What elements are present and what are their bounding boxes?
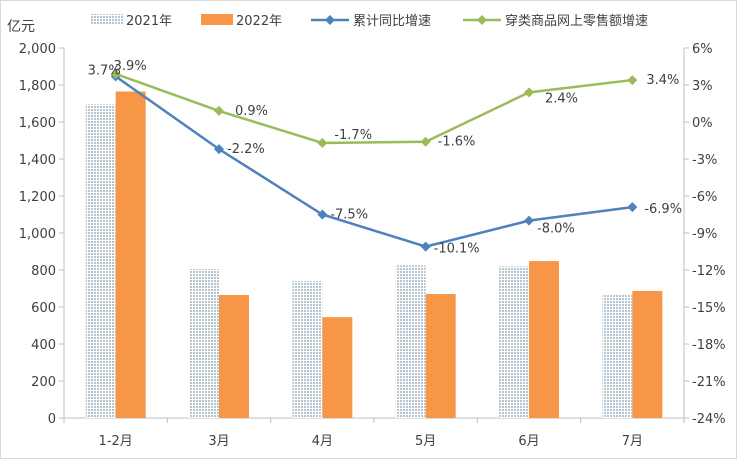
marker-累计同比增速-3月 <box>214 144 224 155</box>
y-left-tick-label: 600 <box>31 301 56 316</box>
data-label-穿类商品网上零售额增速-3月: 0.9% <box>235 104 268 119</box>
marker-穿类商品网上零售额增速-3月 <box>214 105 224 116</box>
bar-2021年-6月 <box>499 266 529 418</box>
y-right-tick-label: -6% <box>692 190 717 205</box>
x-category-label: 5月 <box>415 434 436 449</box>
x-category-label: 1-2月 <box>99 434 133 449</box>
data-label-累计同比增速-6月: -8.0% <box>537 222 575 237</box>
y-right-tick-label: 3% <box>692 79 713 94</box>
legend-swatch-2022年 <box>201 14 233 25</box>
data-label-累计同比增速-1-2月: 3.7% <box>88 63 121 78</box>
data-label-累计同比增速-4月: -7.5% <box>330 208 368 223</box>
data-label-累计同比增速-5月: -10.1% <box>434 242 480 257</box>
legend: 2021年 2022年 累计同比增速 穿类商品网上零售额增速 <box>91 13 648 29</box>
marker-累计同比增速-6月 <box>524 215 534 226</box>
y-right-tick-label: 0% <box>692 116 713 131</box>
marker-穿类商品网上零售额增速-7月 <box>627 75 638 86</box>
marker-累计同比增速-7月 <box>627 202 638 213</box>
y-left-tick-label: 1,400 <box>19 153 56 168</box>
y-left-tick-label: 200 <box>31 375 56 390</box>
legend-marker-累计同比增速 <box>325 15 335 25</box>
y-right-tick-label: 6% <box>692 42 713 57</box>
marker-穿类商品网上零售额增速-6月 <box>524 87 534 98</box>
bar-2021年-7月 <box>602 294 633 418</box>
line-累计同比增速 <box>114 75 633 248</box>
bar-2021年-3月 <box>189 269 219 418</box>
bar-2022年-6月 <box>529 261 559 418</box>
bar-2022年-4月 <box>322 317 353 418</box>
legend-marker-穿类商品网上零售额增速 <box>477 15 487 25</box>
y-left-tick-label: 1,600 <box>19 116 56 131</box>
bars <box>85 91 663 419</box>
data-label-穿类商品网上零售额增速-1-2月: 3.9% <box>114 59 147 74</box>
y-left-tick-label: 0 <box>48 412 56 427</box>
data-label-穿类商品网上零售额增速-6月: 2.4% <box>545 91 578 106</box>
y-left-tick-label: 2,000 <box>19 42 56 57</box>
legend-label-2022年: 2022年 <box>236 14 282 29</box>
y-right-tick-label: -12% <box>692 264 726 279</box>
x-category-label: 6月 <box>518 434 539 449</box>
x-category-label: 7月 <box>622 434 643 449</box>
bar-2021年-5月 <box>395 265 426 418</box>
y-right-tick-label: -9% <box>692 227 717 242</box>
x-category-label: 4月 <box>312 434 333 449</box>
bar-2022年-7月 <box>632 290 663 418</box>
data-label-穿类商品网上零售额增速-4月: -1.7% <box>334 128 372 143</box>
bar-2022年-5月 <box>425 294 456 418</box>
bar-2021年-1-2月 <box>85 104 116 419</box>
y-right-tick-label: -18% <box>692 338 726 353</box>
legend-label-2021年: 2021年 <box>126 14 172 29</box>
marker-累计同比增速-4月 <box>317 209 328 220</box>
data-label-穿类商品网上零售额增速-7月: 3.4% <box>646 73 679 88</box>
y-left-unit-label: 亿元 <box>7 19 35 35</box>
y-right-tick-label: -15% <box>692 301 726 316</box>
y-left-tick-label: 400 <box>31 338 56 353</box>
x-category-label: 3月 <box>208 434 229 449</box>
data-label-累计同比增速-7月: -6.9% <box>644 202 682 217</box>
y-left-tick-label: 800 <box>31 264 56 279</box>
data-labels: 3.7% -2.2% -7.5% -10.1% -8.0% -6.9% 3.9% 0.9% -1… <box>88 59 682 257</box>
marker-穿类商品网上零售额增速-1-2月 <box>110 68 121 79</box>
data-label-累计同比增速-3月: -2.2% <box>227 142 265 157</box>
marker-穿类商品网上零售额增速-5月 <box>420 136 431 147</box>
y-right-tick-label: -3% <box>692 153 717 168</box>
axes: 0 200 400 600 800 1,000 1,200 1,400 1,600 1,800 2,… <box>19 42 726 449</box>
line-穿类商品网上零售额增速 <box>115 72 633 145</box>
y-right-tick-label: -24% <box>692 412 726 427</box>
lines <box>110 68 638 252</box>
y-left-tick-label: 1,800 <box>19 79 56 94</box>
legend-label-穿类商品网上零售额增速: 穿类商品网上零售额增速 <box>505 13 648 29</box>
y-right-tick-label: -21% <box>692 375 726 390</box>
bar-2022年-3月 <box>219 294 249 418</box>
legend-label-累计同比增速: 累计同比增速 <box>353 14 431 29</box>
bar-2022年-1-2月 <box>115 91 146 418</box>
data-label-穿类商品网上零售额增速-5月: -1.6% <box>438 135 476 150</box>
marker-穿类商品网上零售额增速-4月 <box>317 137 328 148</box>
marker-累计同比增速-5月 <box>420 241 431 252</box>
y-left-tick-label: 1,000 <box>19 227 56 242</box>
y-left-tick-label: 1,200 <box>19 190 56 205</box>
bar-2021年-4月 <box>292 281 323 418</box>
legend-swatch-2021年 <box>91 14 123 25</box>
